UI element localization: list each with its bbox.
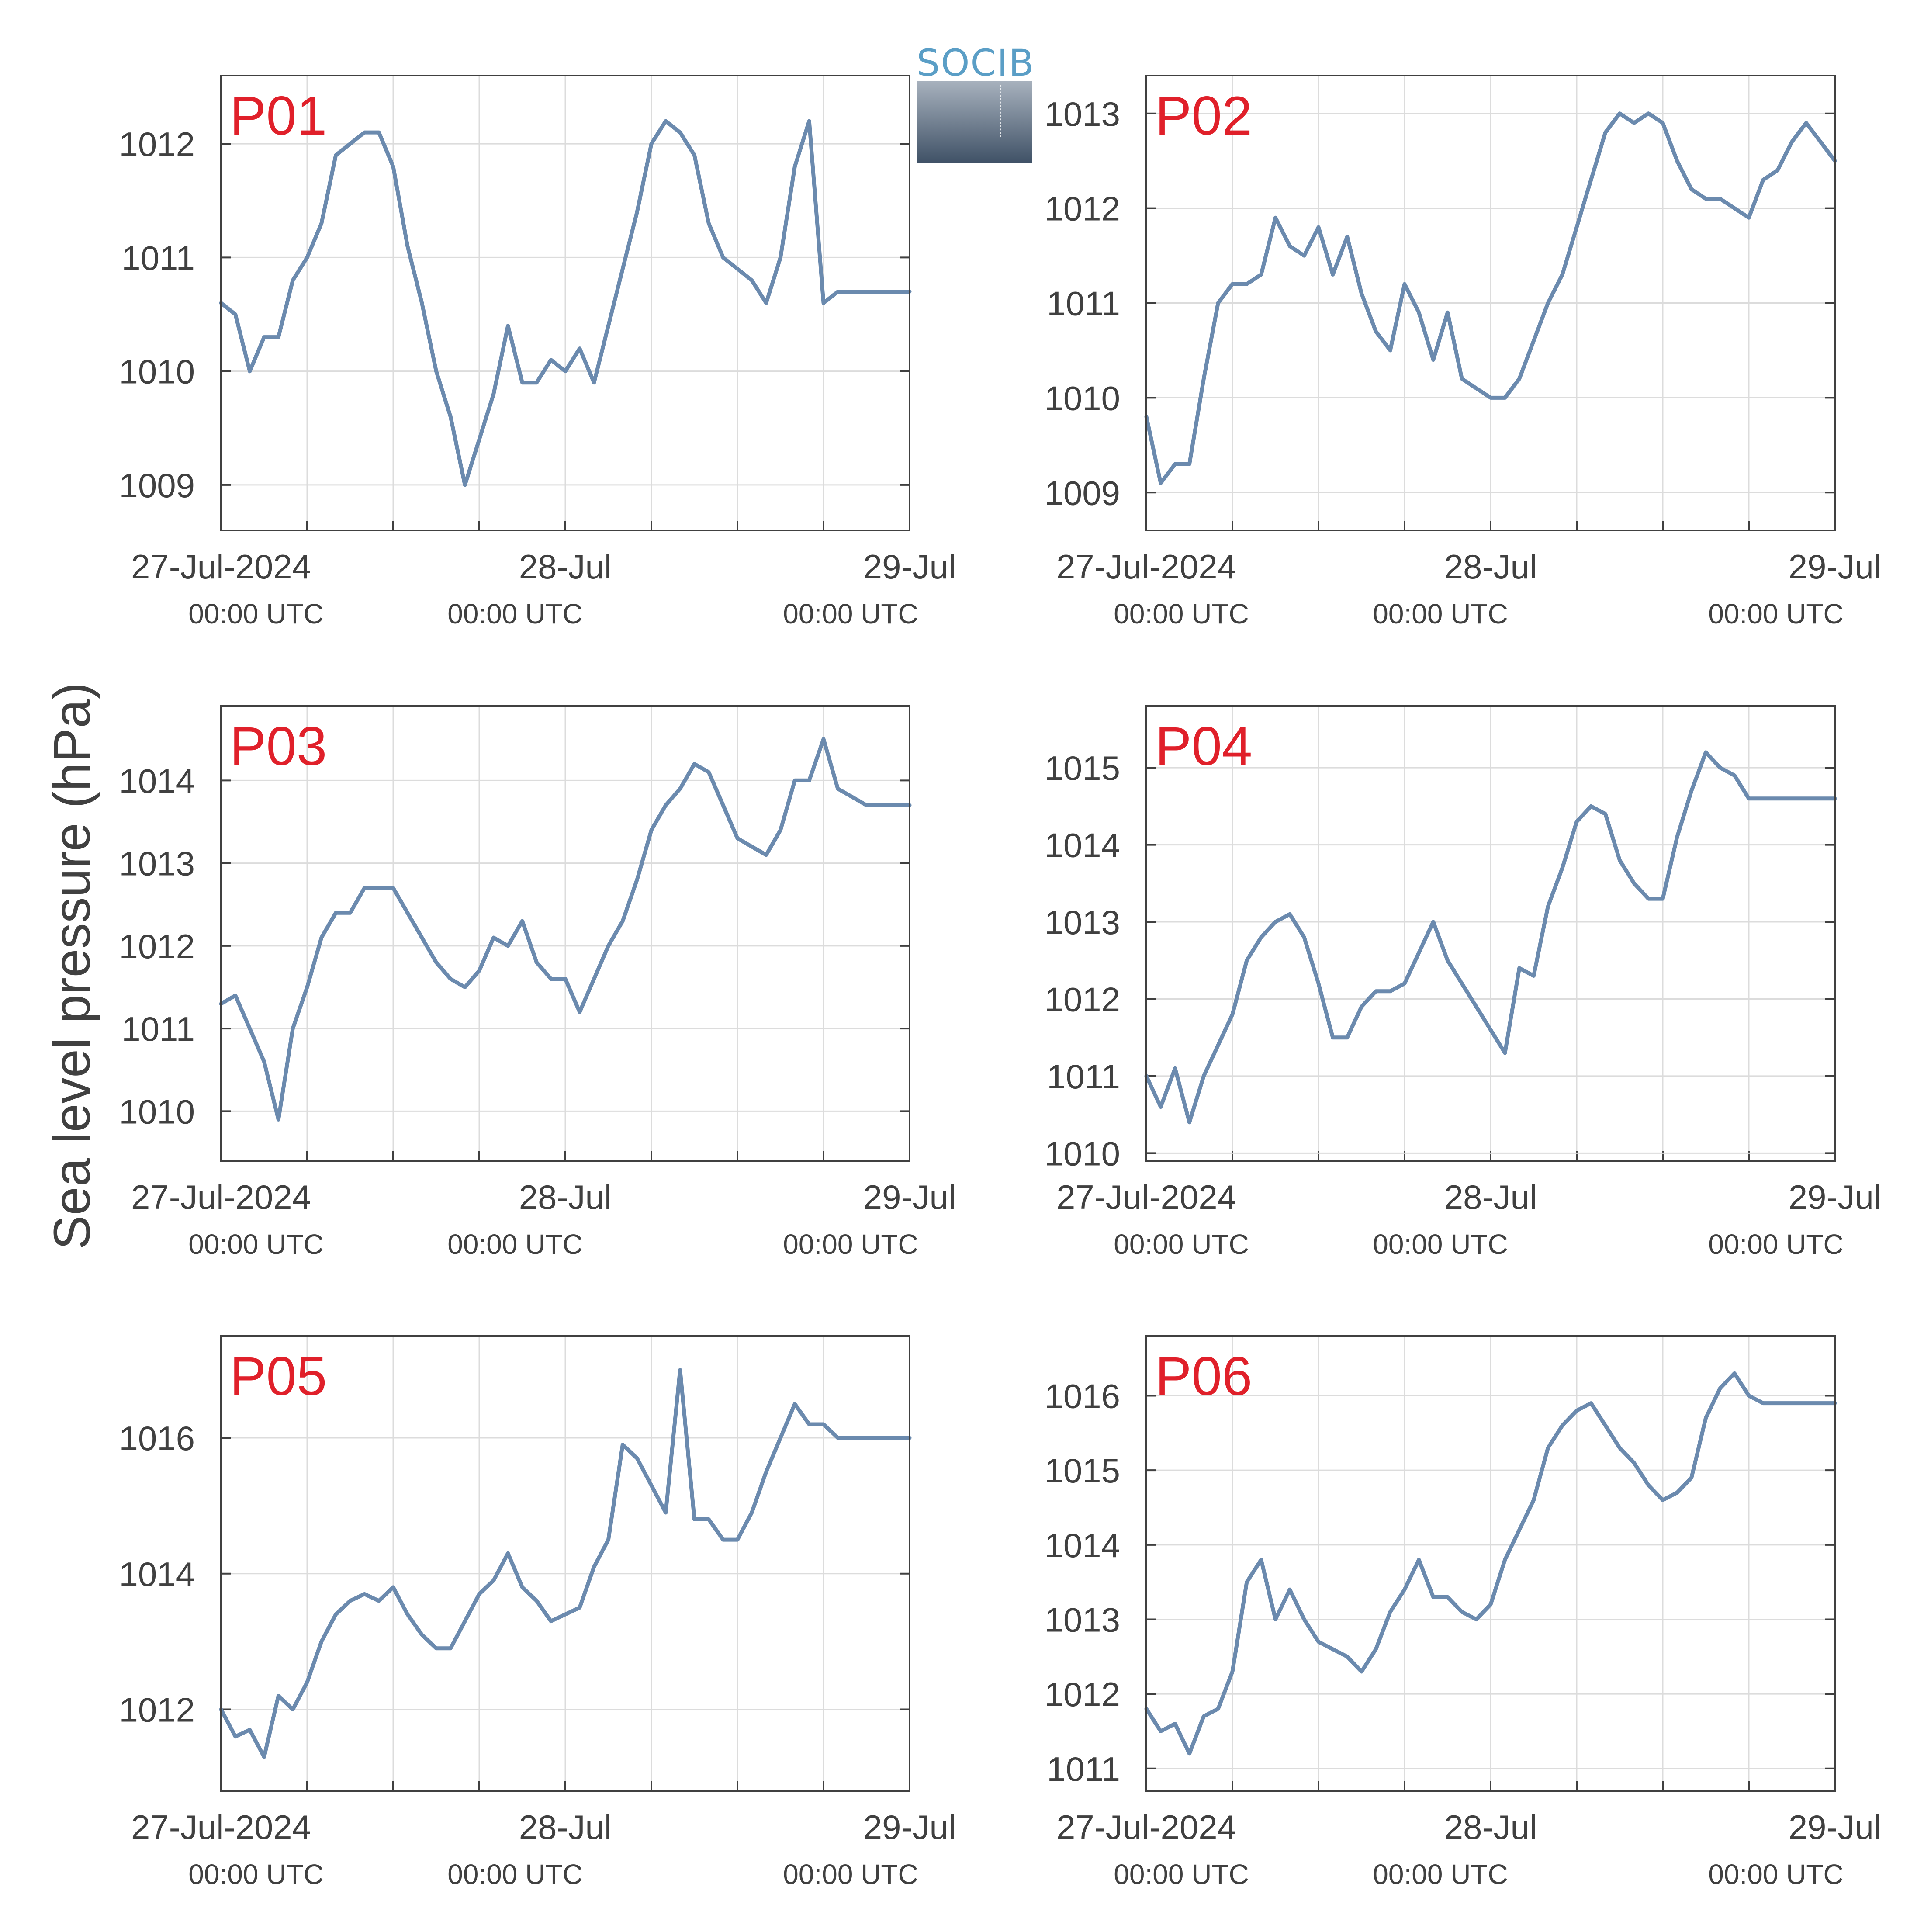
y-tick-label: 1012 xyxy=(119,927,195,966)
x-tick-time-label: 00:00 UTC xyxy=(188,1859,323,1890)
y-tick-label: 1012 xyxy=(1044,1675,1120,1714)
x-tick-label: 28-Jul xyxy=(1444,1808,1537,1846)
x-tick-time-label: 00:00 UTC xyxy=(1114,1229,1249,1260)
panel-label: P03 xyxy=(230,716,327,777)
x-tick-time-label: 00:00 UTC xyxy=(1373,1859,1508,1890)
y-tick-label: 1011 xyxy=(1047,1057,1120,1096)
x-tick-label: 29-Jul xyxy=(863,547,956,586)
y-tick-label: 1013 xyxy=(1044,95,1120,133)
y-tick-label: 1016 xyxy=(1044,1377,1120,1416)
series-line xyxy=(1144,111,1837,485)
x-tick-label: 27-Jul-2024 xyxy=(131,1808,311,1846)
y-tick-label: 1016 xyxy=(119,1419,195,1458)
y-tick-label: 1012 xyxy=(1044,190,1120,228)
x-tick-time-label: 00:00 UTC xyxy=(447,598,582,630)
y-tick-label: 1009 xyxy=(1044,474,1120,512)
x-tick-label: 27-Jul-2024 xyxy=(1056,1808,1236,1846)
y-tick-label: 1011 xyxy=(121,239,195,277)
x-tick-time-label: 00:00 UTC xyxy=(783,1859,918,1890)
y-tick-label: 1011 xyxy=(1047,284,1120,323)
x-tick-label: 29-Jul xyxy=(863,1178,956,1216)
plot-frame xyxy=(220,75,910,531)
x-tick-time-label: 00:00 UTC xyxy=(1114,598,1249,630)
chart-panel-p02: 1009 1010 1011 1012 1013 P02 27-Jul-2024 00:00 … xyxy=(1044,75,1881,630)
socib-logo: SOCIB xyxy=(917,42,1035,163)
y-tick-label: 1012 xyxy=(1044,980,1120,1018)
x-tick-label: 27-Jul-2024 xyxy=(131,547,311,586)
y-tick-label: 1011 xyxy=(1047,1750,1120,1788)
x-tick-label: 29-Jul xyxy=(1789,1178,1881,1216)
x-tick-time-label: 00:00 UTC xyxy=(447,1229,582,1260)
plot-frame xyxy=(220,1335,910,1792)
x-tick-label: 28-Jul xyxy=(1444,547,1537,586)
x-tick-label: 28-Jul xyxy=(519,1808,612,1846)
x-tick-time-label: 00:00 UTC xyxy=(783,598,918,630)
logo-mark xyxy=(1000,85,1003,137)
y-tick-label: 1014 xyxy=(1044,1526,1120,1565)
y-tick-label: 1011 xyxy=(121,1010,195,1048)
plot-frame xyxy=(220,705,910,1162)
series-line xyxy=(1144,1371,1837,1756)
x-tick-time-label: 00:00 UTC xyxy=(188,598,323,630)
panel-label: P01 xyxy=(230,86,327,146)
x-tick-label: 28-Jul xyxy=(1444,1178,1537,1216)
y-tick-label: 1013 xyxy=(119,845,195,883)
y-tick-label: 1012 xyxy=(119,125,195,163)
series-line xyxy=(219,1368,912,1759)
series-line xyxy=(219,737,912,1122)
x-tick-label: 29-Jul xyxy=(1789,1808,1881,1846)
x-tick-label: 28-Jul xyxy=(519,547,612,586)
x-tick-time-label: 00:00 UTC xyxy=(447,1859,582,1890)
y-tick-label: 1014 xyxy=(119,1555,195,1593)
x-tick-time-label: 00:00 UTC xyxy=(1373,598,1508,630)
panel-label: P06 xyxy=(1155,1346,1252,1407)
series-line xyxy=(1144,750,1837,1125)
panel-label: P04 xyxy=(1155,716,1252,777)
y-axis-label: Sea level pressure (hPa) xyxy=(43,682,101,1250)
panel-label: P02 xyxy=(1155,86,1252,146)
x-tick-time-label: 00:00 UTC xyxy=(188,1229,323,1260)
series-line xyxy=(219,119,912,487)
y-tick-label: 1010 xyxy=(119,353,195,391)
x-tick-label: 27-Jul-2024 xyxy=(1056,547,1236,586)
y-tick-label: 1013 xyxy=(1044,903,1120,942)
x-tick-time-label: 00:00 UTC xyxy=(1114,1859,1249,1890)
panel-label: P05 xyxy=(230,1346,327,1407)
chart-panel-p03: 1010 1011 1012 1013 1014 P03 27-Jul-2024 00:00 … xyxy=(119,705,956,1260)
y-tick-label: 1012 xyxy=(119,1691,195,1729)
x-tick-label: 29-Jul xyxy=(863,1808,956,1846)
x-tick-time-label: 00:00 UTC xyxy=(783,1229,918,1260)
plot-frame xyxy=(1145,1335,1836,1792)
x-tick-label: 27-Jul-2024 xyxy=(131,1178,311,1216)
x-tick-label: 29-Jul xyxy=(1789,547,1881,586)
x-tick-time-label: 00:00 UTC xyxy=(1708,1229,1843,1260)
chart-panel-p05: 1012 1014 1016 P05 27-Jul-2024 00:00 UTC 28-Ju… xyxy=(119,1335,956,1890)
y-tick-label: 1013 xyxy=(1044,1600,1120,1639)
logo-text: SOCIB xyxy=(917,42,1035,84)
x-tick-time-label: 00:00 UTC xyxy=(1708,1859,1843,1890)
chart-panel-p01: 1009 1010 1011 1012 P01 27-Jul-2024 00:00 UTC 2… xyxy=(119,75,956,630)
y-tick-label: 1010 xyxy=(119,1092,195,1131)
y-tick-label: 1010 xyxy=(1044,1134,1120,1173)
y-tick-label: 1015 xyxy=(1044,1451,1120,1490)
chart-panel-p04: 1010 1011 1012 1013 1014 1015 P04 27-Jul-2024 00… xyxy=(1044,705,1881,1260)
x-tick-time-label: 00:00 UTC xyxy=(1708,598,1843,630)
y-tick-label: 1014 xyxy=(1044,826,1120,865)
plot-frame xyxy=(1145,75,1836,531)
chart-panel-p06: 1011 1012 1013 1014 1015 1016 P06 27-Jul-2024 00… xyxy=(1044,1335,1881,1890)
x-tick-time-label: 00:00 UTC xyxy=(1373,1229,1508,1260)
y-tick-label: 1010 xyxy=(1044,379,1120,417)
y-tick-label: 1009 xyxy=(119,466,195,505)
x-tick-label: 27-Jul-2024 xyxy=(1056,1178,1236,1216)
plot-frame xyxy=(1145,705,1836,1162)
y-tick-label: 1014 xyxy=(119,762,195,800)
x-tick-label: 28-Jul xyxy=(519,1178,612,1216)
logo-graphic xyxy=(917,81,1032,163)
y-tick-label: 1015 xyxy=(1044,749,1120,787)
